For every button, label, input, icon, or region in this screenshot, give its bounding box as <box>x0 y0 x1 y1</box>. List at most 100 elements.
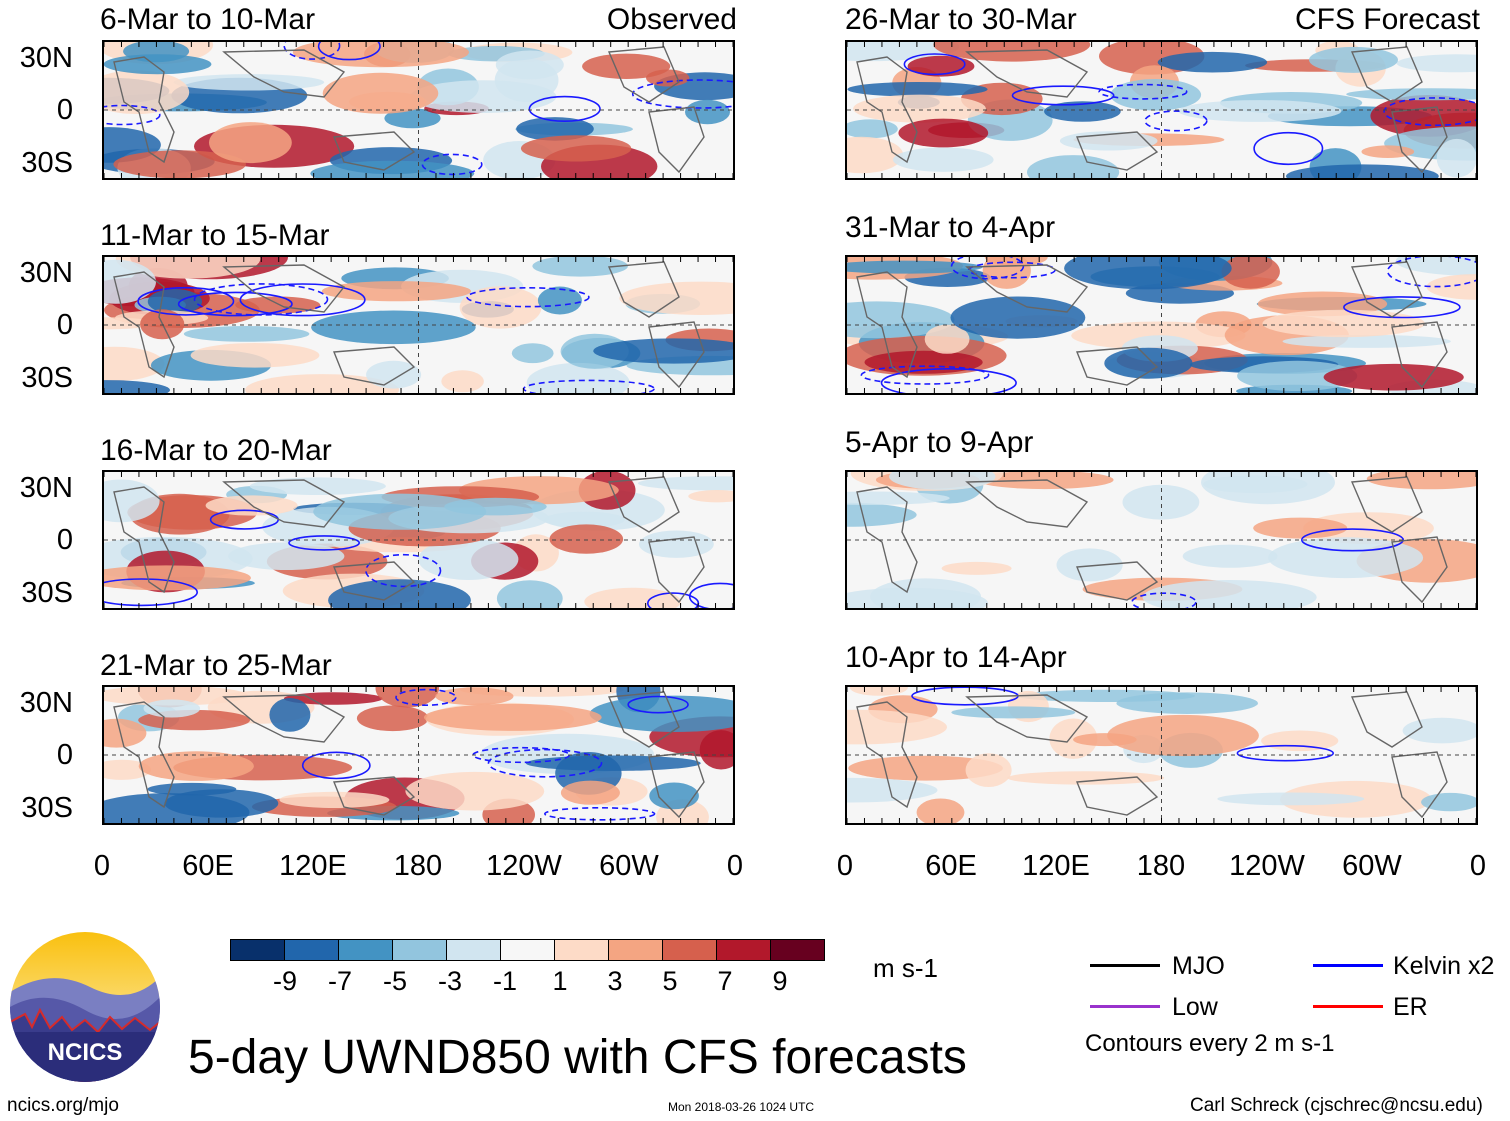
anomaly-blob <box>685 99 730 125</box>
panel-title-left-4: 21-Mar to 25-Mar <box>100 649 332 682</box>
coastline <box>965 49 1089 98</box>
kelvin-contour <box>466 287 590 308</box>
lon-label-0-end: 0 <box>1469 850 1487 882</box>
colorbar-tick-label: 1 <box>552 966 568 996</box>
footer-url[interactable]: ncics.org/mjo <box>7 1095 119 1116</box>
anomaly-blob <box>593 338 733 364</box>
colorbar-swatch <box>446 939 501 961</box>
ncics-logo-graphic: NCICS <box>10 932 160 1082</box>
anomaly-blob <box>1282 334 1451 348</box>
coastline <box>1075 131 1159 171</box>
panel-title-right-3: 5-Apr to 9-Apr <box>845 426 1034 459</box>
colorbar-tick-label: -1 <box>492 966 517 996</box>
anomaly-field <box>847 687 1476 823</box>
coastline <box>607 476 680 533</box>
kelvin-contour <box>104 578 198 607</box>
anomaly-blob <box>495 50 564 80</box>
anomaly-blob <box>941 561 1012 575</box>
coastline <box>332 776 416 816</box>
coastline <box>113 56 175 164</box>
anomaly-blob <box>1027 155 1120 178</box>
colorbar-swatch <box>500 939 555 961</box>
kelvin-contour <box>631 79 733 109</box>
anomaly-blob <box>228 542 345 570</box>
lat-label-30n: 30N <box>19 257 73 289</box>
anomaly-blob <box>853 94 986 123</box>
lat-label-30s: 30S <box>21 792 73 824</box>
anomaly-blob <box>1261 730 1339 752</box>
anomaly-blob <box>532 257 628 277</box>
anomaly-blob <box>1044 101 1121 122</box>
kelvin-contour <box>903 53 966 76</box>
kelvin-contour <box>137 286 235 316</box>
anomaly-blob <box>525 755 701 771</box>
anomaly-blob <box>245 374 400 393</box>
coastline <box>332 346 416 386</box>
kelvin-contour <box>528 95 601 123</box>
panel-title-right-1: 26-Mar to 30-Mar <box>845 3 1077 36</box>
lat-label-0: 0 <box>56 524 73 556</box>
anomaly-field <box>847 257 1476 393</box>
anomaly-blob <box>418 538 519 580</box>
coastline <box>332 131 416 171</box>
kelvin-contour <box>1098 83 1188 100</box>
coastline <box>1350 261 1423 318</box>
legend-label-mjo: MJO <box>1172 952 1225 980</box>
anomaly-blob <box>847 491 950 505</box>
coastline <box>607 261 680 318</box>
anomaly-blob <box>1104 347 1193 379</box>
lon-label-0: 0 <box>836 850 854 882</box>
anomaly-blob <box>104 380 170 393</box>
anomaly-blob <box>104 54 212 75</box>
anomaly-field <box>847 42 1476 178</box>
coastline <box>856 486 918 594</box>
anomaly-blob <box>384 108 441 129</box>
anomaly-blob <box>950 296 1086 339</box>
panel-label-cfs-forecast: CFS Forecast <box>1294 3 1480 36</box>
anomaly-blob <box>405 771 545 811</box>
lon-label-0-end: 0 <box>726 850 744 882</box>
anomaly-blob <box>847 777 938 803</box>
kelvin-contour <box>544 807 656 821</box>
anomaly-blob <box>1262 309 1425 338</box>
anomaly-blob <box>1309 46 1398 73</box>
kelvin-contour <box>317 42 381 61</box>
anomaly-blob <box>138 751 254 781</box>
anomaly-blob <box>589 695 733 732</box>
anomaly-blob <box>1421 792 1476 812</box>
anomaly-blob <box>1157 51 1268 73</box>
anomaly-blob <box>104 565 251 591</box>
anomaly-field <box>104 42 733 178</box>
coastline <box>1350 476 1423 533</box>
colorbar-tick-label: -5 <box>382 966 407 996</box>
logo-text: NCICS <box>48 1039 123 1066</box>
anomaly-blob <box>1436 138 1476 178</box>
anomaly-blob <box>356 705 429 732</box>
anomaly-blob <box>1346 88 1476 101</box>
anomaly-blob <box>459 286 542 329</box>
coastline <box>1075 561 1159 601</box>
anomaly-field <box>104 257 733 393</box>
anomaly-blob <box>1142 580 1317 608</box>
coastline <box>648 321 705 389</box>
lat-label-30n: 30N <box>19 42 73 74</box>
kelvin-contour <box>1386 257 1476 288</box>
kelvin-contour <box>301 751 371 780</box>
anomaly-blob <box>375 687 440 708</box>
map-panel-observed-3 <box>102 470 735 610</box>
colorbar-swatch <box>284 939 339 961</box>
kelvin-contour <box>860 365 990 385</box>
anomaly-blob <box>104 346 165 382</box>
kelvin-contour <box>1236 744 1334 762</box>
anomaly-blob <box>1426 274 1476 300</box>
lon-label-120e: 120E <box>1022 850 1090 882</box>
anomaly-blob <box>898 118 989 148</box>
kelvin-contour <box>365 553 442 588</box>
kelvin-contour <box>421 153 483 176</box>
anomaly-blob <box>1116 692 1258 714</box>
anomaly-blob <box>183 326 310 342</box>
lon-label-180: 180 <box>393 850 443 882</box>
anomaly-blob <box>1286 164 1439 178</box>
anomaly-blob <box>1107 714 1259 757</box>
anomaly-blob <box>1323 363 1464 391</box>
